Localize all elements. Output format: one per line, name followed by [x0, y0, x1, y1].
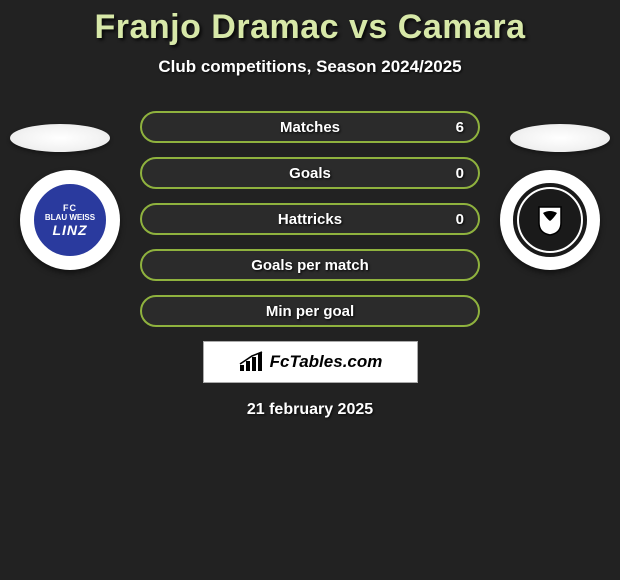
stat-value-right: 6	[456, 119, 464, 136]
stat-label: Goals per match	[142, 257, 478, 274]
stat-value-right: 0	[456, 165, 464, 182]
page-title: Franjo Dramac vs Camara	[0, 8, 620, 47]
stat-value-right: 0	[456, 211, 464, 228]
club-badge-right	[500, 170, 600, 270]
subtitle: Club competitions, Season 2024/2025	[0, 57, 620, 77]
stat-label: Matches	[142, 119, 478, 136]
brand-attribution: FcTables.com	[203, 341, 418, 383]
stat-label: Goals	[142, 165, 478, 182]
fc-blau-weiss-linz-icon: FC BLAU WEISS LINZ	[31, 181, 109, 259]
stats-comparison: Matches6Goals0Hattricks0Goals per matchM…	[140, 111, 480, 327]
player-left-photo-placeholder	[10, 124, 110, 152]
stat-row: Matches6	[140, 111, 480, 143]
date-label: 21 february 2025	[0, 401, 620, 419]
stat-row: Min per goal	[140, 295, 480, 327]
brand-text: FcTables.com	[270, 352, 383, 372]
stat-row: Goals0	[140, 157, 480, 189]
club-badge-left: FC BLAU WEISS LINZ	[20, 170, 120, 270]
chart-icon	[238, 351, 264, 373]
sk-sturm-graz-icon	[511, 181, 589, 259]
player-right-photo-placeholder	[510, 124, 610, 152]
stat-label: Hattricks	[142, 211, 478, 228]
stat-row: Goals per match	[140, 249, 480, 281]
stat-label: Min per goal	[142, 303, 478, 320]
stat-row: Hattricks0	[140, 203, 480, 235]
